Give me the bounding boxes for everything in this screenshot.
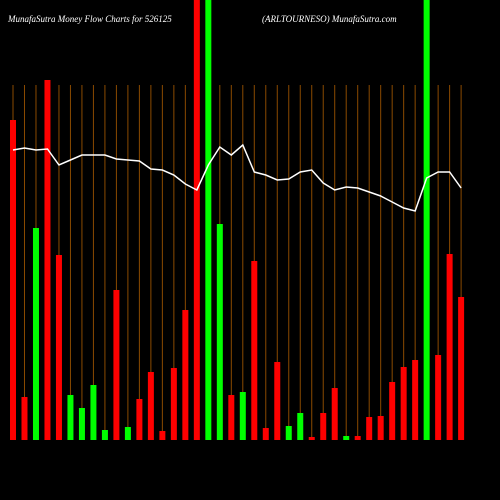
bar xyxy=(412,360,419,440)
bar xyxy=(343,436,350,440)
bar xyxy=(400,367,407,440)
bar xyxy=(182,310,189,440)
bar xyxy=(389,382,396,440)
bar xyxy=(21,397,28,440)
bar xyxy=(159,431,166,440)
money-flow-line xyxy=(12,143,462,212)
bar xyxy=(308,437,315,440)
bar xyxy=(124,427,131,440)
bar xyxy=(331,388,338,440)
bar xyxy=(366,417,373,440)
bar xyxy=(228,395,235,440)
bar xyxy=(458,297,465,440)
bar xyxy=(205,0,212,440)
bar xyxy=(10,120,16,440)
bar xyxy=(90,385,97,440)
bar xyxy=(251,261,258,440)
bar xyxy=(67,395,74,440)
chart-title: MunafaSutra Money Flow Charts for 526125 xyxy=(7,14,172,24)
bar xyxy=(78,408,85,440)
bar xyxy=(262,428,269,440)
bar xyxy=(44,80,51,440)
bar xyxy=(147,372,154,440)
bar xyxy=(354,436,361,440)
bar xyxy=(170,368,177,440)
bar xyxy=(320,413,327,440)
bar xyxy=(32,228,39,440)
bar xyxy=(297,413,304,440)
bar xyxy=(113,290,120,440)
bar xyxy=(193,0,200,440)
bar xyxy=(216,224,223,440)
bar xyxy=(55,255,62,440)
bar xyxy=(239,392,246,440)
bar xyxy=(136,399,143,440)
bar xyxy=(377,416,384,440)
bar xyxy=(274,362,281,440)
bar xyxy=(446,254,453,440)
bar xyxy=(435,355,442,440)
chart-subtitle: (ARLTOURNESO) MunafaSutra.com xyxy=(262,14,397,24)
bar xyxy=(285,426,292,440)
bar xyxy=(101,430,108,440)
bar xyxy=(423,0,430,440)
